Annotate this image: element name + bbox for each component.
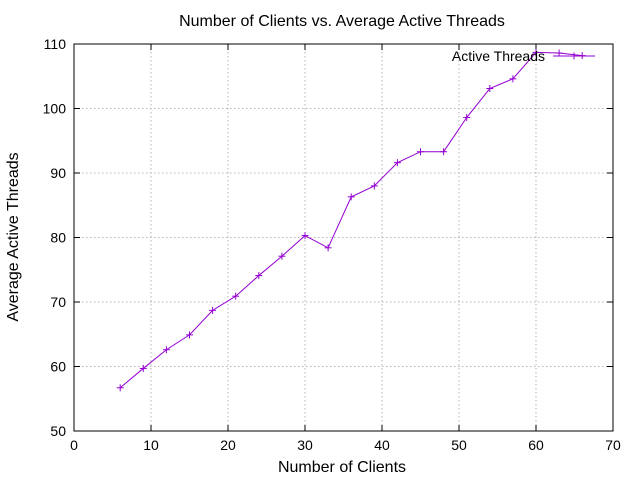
x-tick-label: 10 <box>143 437 159 453</box>
data-point <box>347 193 355 201</box>
y-tick-label: 80 <box>50 230 66 246</box>
data-point <box>532 48 540 56</box>
y-axis-label: Average Active Threads <box>5 152 22 321</box>
x-tick-label: 20 <box>220 437 236 453</box>
grid <box>74 44 613 431</box>
y-tick-label: 50 <box>50 423 66 439</box>
chart-title: Number of Clients vs. Average Active Thr… <box>179 13 505 30</box>
y-tick-label: 100 <box>43 101 67 117</box>
data-point <box>555 49 563 57</box>
data-point <box>139 364 147 372</box>
data-point <box>417 148 424 156</box>
axes: 0 10 20 30 40 50 60 70 50 60 70 80 90 100 110 <box>43 36 621 453</box>
x-tick-label: 60 <box>528 437 544 453</box>
data-point <box>393 159 401 167</box>
legend-label: Active Threads <box>452 48 545 64</box>
data-point <box>116 384 124 392</box>
data-point <box>463 114 471 122</box>
data-point <box>255 272 263 280</box>
x-tick-label: 70 <box>605 437 621 453</box>
data-point <box>440 148 448 156</box>
data-point <box>370 182 378 190</box>
data-point <box>209 306 217 314</box>
x-tick-label: 50 <box>451 437 467 453</box>
x-tick-label: 40 <box>374 437 390 453</box>
y-tick-label: 110 <box>44 36 67 52</box>
x-tick-label: 0 <box>70 437 78 453</box>
data-point <box>301 232 309 240</box>
series-layer <box>116 48 586 392</box>
data-point <box>186 331 193 339</box>
x-tick-label: 30 <box>297 437 313 453</box>
y-tick-label: 70 <box>50 294 66 310</box>
data-point <box>509 75 517 83</box>
x-axis-label: Number of Clients <box>278 459 406 476</box>
legend: Active Threads <box>452 48 595 64</box>
data-point <box>162 346 170 354</box>
data-point <box>232 292 240 300</box>
data-point <box>324 244 332 252</box>
data-point <box>486 85 494 93</box>
y-tick-label: 60 <box>50 359 66 375</box>
data-point <box>278 252 286 260</box>
y-tick-label: 90 <box>50 165 66 181</box>
